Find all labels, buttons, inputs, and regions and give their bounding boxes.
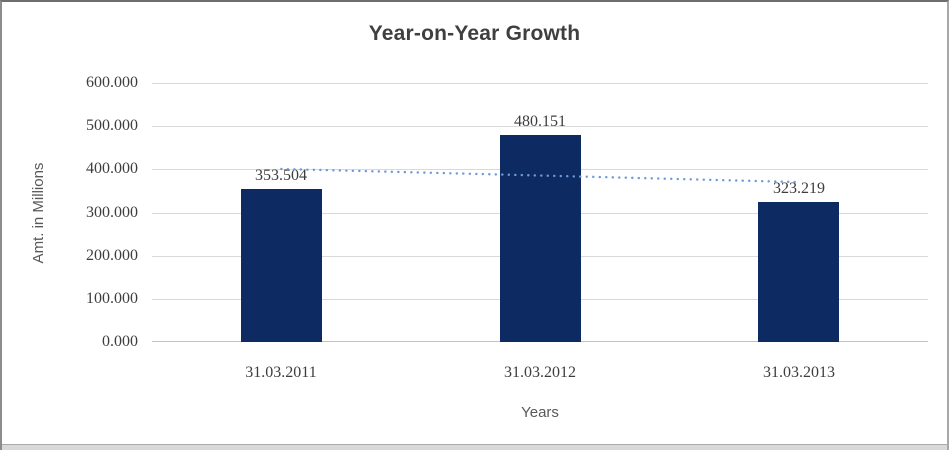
y-tick-label: 400.000 [86,160,138,177]
y-tick-label: 600.000 [86,74,138,91]
data-label: 323.219 [773,180,825,197]
plot-area: 353.504 480.151 323.219 [152,83,928,342]
y-tick-label: 200.000 [86,247,138,264]
y-tick-label: 300.000 [86,204,138,221]
y-tick-label: 0.000 [102,333,138,350]
frame-bottom-edge [2,444,947,450]
bar-31.03.2013 [758,202,839,342]
y-tick-label: 100.000 [86,290,138,307]
x-tick-label: 31.03.2013 [763,364,835,381]
gridline [152,83,928,84]
data-label: 353.504 [255,167,307,184]
data-label: 480.151 [514,113,566,130]
x-tick-label: 31.03.2011 [245,364,317,381]
x-tick-label: 31.03.2012 [504,364,576,381]
x-axis-title: Years [521,404,559,421]
bar-31.03.2011 [241,189,322,342]
chart-title: Year-on-Year Growth [368,22,581,45]
bar-31.03.2012 [500,135,581,342]
y-tick-label: 500.000 [86,117,138,134]
gridline [152,126,928,127]
